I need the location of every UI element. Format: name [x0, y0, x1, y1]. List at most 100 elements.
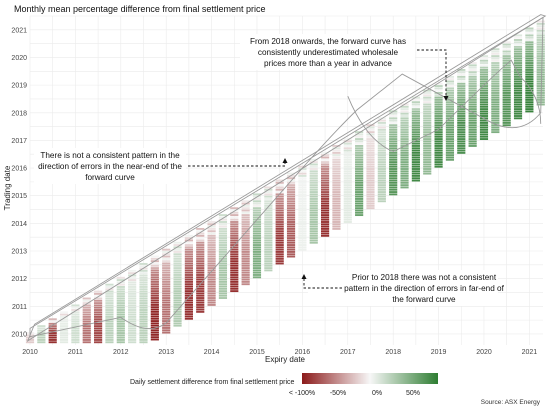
heatmap-cell	[502, 121, 511, 124]
heatmap-cell	[377, 135, 386, 138]
heatmap-cell	[252, 200, 262, 203]
heatmap-cell	[502, 87, 511, 90]
heatmap-cell	[445, 75, 455, 78]
heatmap-cell	[377, 200, 386, 203]
annotation-top-line-3: prices more than a year in advance	[264, 59, 392, 68]
heatmap-cell	[513, 112, 523, 115]
heatmap-cell	[184, 299, 193, 302]
heatmap-cell	[48, 318, 57, 321]
heatmap-cell	[309, 174, 318, 177]
heatmap-cell	[423, 112, 432, 115]
heatmap-cell	[264, 225, 273, 228]
heatmap-cell	[150, 322, 159, 325]
heatmap-cell	[536, 85, 545, 88]
heatmap-cell	[207, 269, 216, 272]
heatmap-cell	[241, 239, 250, 242]
heatmap-cell	[105, 334, 114, 337]
heatmap-cell	[207, 274, 216, 276]
heatmap-cell	[94, 325, 103, 328]
heatmap-cell	[207, 227, 216, 230]
heatmap-cell	[286, 181, 296, 184]
heatmap-cell	[479, 135, 489, 138]
heatmap-cell	[286, 188, 296, 191]
heatmap-cell	[411, 149, 420, 152]
heatmap-cell	[150, 324, 159, 327]
heatmap-cell	[536, 66, 545, 69]
heatmap-cell	[513, 87, 523, 90]
heatmap-cell	[309, 227, 318, 230]
annotation-left-line-3: forward curve	[85, 173, 135, 182]
heatmap-cell	[491, 124, 500, 127]
heatmap-cell	[309, 202, 318, 205]
heatmap-cell	[445, 135, 455, 138]
heatmap-cell	[252, 198, 262, 200]
heatmap-cell	[321, 170, 330, 173]
heatmap-cell	[128, 281, 137, 284]
heatmap-cell	[445, 96, 455, 99]
heatmap-cell	[513, 43, 523, 46]
heatmap-cell	[105, 329, 114, 332]
heatmap-cell	[230, 260, 239, 263]
heatmap-cell	[468, 103, 477, 106]
heatmap-cell	[502, 89, 511, 92]
heatmap-cell	[525, 98, 534, 101]
heatmap-cell	[525, 68, 534, 71]
heatmap-cell	[59, 322, 69, 325]
heatmap-cell	[241, 218, 250, 221]
heatmap-cell	[252, 207, 262, 210]
heatmap-cell	[536, 75, 545, 78]
heatmap-cell	[298, 232, 307, 235]
heatmap-cell	[479, 131, 489, 134]
heatmap-cell	[513, 59, 523, 62]
heatmap-cell	[116, 302, 125, 305]
heatmap-cell	[366, 145, 375, 147]
heatmap-cell	[218, 297, 228, 299]
heatmap-cell	[264, 255, 273, 258]
heatmap-cell	[343, 161, 352, 164]
highlight-band	[347, 59, 542, 152]
heatmap-cell	[241, 230, 250, 233]
heatmap-cell	[377, 188, 386, 191]
heatmap-cell	[71, 322, 80, 325]
heatmap-cell	[491, 62, 500, 64]
heatmap-cell	[423, 119, 432, 122]
heatmap-cell	[536, 89, 545, 92]
heatmap-cell	[252, 232, 262, 235]
heatmap-cell	[377, 156, 386, 159]
heatmap-cell	[37, 334, 46, 337]
heatmap-cell	[355, 145, 364, 147]
heatmap-cell	[457, 80, 466, 83]
heatmap-cell	[94, 297, 103, 300]
heatmap-cell	[491, 50, 500, 53]
heatmap-cell	[105, 339, 114, 341]
heatmap-cell	[502, 59, 511, 62]
heatmap-cell	[445, 131, 455, 134]
heatmap-cell	[423, 142, 432, 145]
heatmap-cell	[309, 218, 318, 221]
heatmap-cell	[445, 89, 455, 92]
heatmap-cell	[150, 301, 159, 304]
heatmap-cell	[536, 57, 545, 60]
heatmap-cell	[434, 89, 443, 92]
heatmap-cell	[468, 96, 477, 99]
heatmap-cell	[94, 318, 103, 321]
heatmap-cell	[230, 234, 239, 237]
heatmap-cell	[252, 239, 262, 242]
heatmap-cell	[445, 121, 455, 124]
heatmap-cell	[196, 287, 205, 290]
heatmap-cell	[286, 177, 296, 180]
y-tick-label: 2019	[11, 83, 27, 90]
heatmap-cell	[196, 244, 205, 246]
heatmap-cell	[457, 96, 466, 99]
heatmap-cell	[411, 126, 420, 129]
heatmap-cell	[105, 336, 114, 339]
heatmap-cell	[173, 271, 182, 274]
heatmap-cell	[377, 142, 386, 145]
heatmap-cell	[196, 267, 205, 270]
heatmap-cell	[536, 55, 545, 58]
heatmap-cell	[332, 168, 341, 170]
heatmap-cell	[298, 248, 307, 251]
heatmap-cell	[343, 193, 352, 196]
heatmap-cell	[71, 329, 80, 332]
heatmap-cell	[264, 264, 273, 267]
